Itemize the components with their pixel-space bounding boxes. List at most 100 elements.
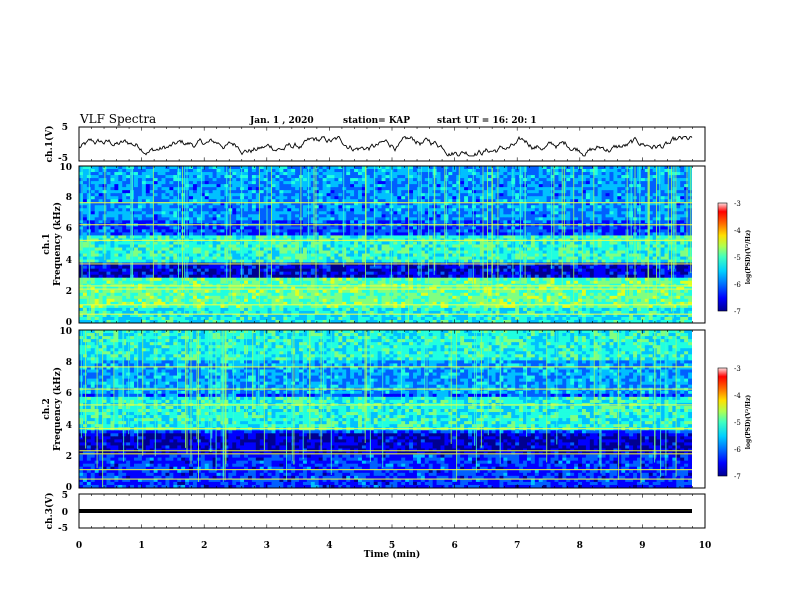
spectrogram-cell bbox=[322, 247, 327, 251]
spectrogram-cell bbox=[287, 253, 292, 257]
spectrogram-cell bbox=[204, 178, 210, 182]
spectrogram-cell bbox=[255, 205, 261, 209]
spectrogram-cell bbox=[98, 190, 103, 194]
spectrogram-cell bbox=[244, 172, 249, 176]
spectrogram-cell bbox=[530, 220, 536, 224]
spectrogram-cell bbox=[310, 172, 316, 176]
spectrogram-cell bbox=[134, 211, 139, 215]
spectrogram-cell bbox=[507, 166, 512, 170]
spectrogram-cell bbox=[542, 181, 548, 185]
spectrogram-cell bbox=[475, 253, 481, 257]
spectrogram-cell bbox=[684, 169, 689, 173]
spectrogram-cell bbox=[636, 253, 642, 257]
spectrogram-cell bbox=[605, 256, 610, 260]
spectrogram-cell bbox=[161, 220, 166, 224]
spectrogram-cell bbox=[310, 235, 316, 239]
spectrogram-cell bbox=[676, 205, 681, 209]
spectrogram-cell bbox=[464, 253, 469, 257]
spectrogram-cell bbox=[519, 187, 524, 191]
spectrogram-cell bbox=[393, 241, 398, 245]
spectrogram-cell bbox=[570, 244, 575, 248]
spectrogram-cell bbox=[636, 241, 642, 245]
spectrogram-cell bbox=[652, 187, 658, 191]
spectrogram-cell bbox=[648, 244, 654, 248]
spectrogram-cell bbox=[295, 184, 300, 188]
spectrogram-cell bbox=[173, 244, 178, 248]
spectrogram-cell bbox=[251, 256, 257, 260]
spectrogram-cell bbox=[310, 232, 316, 236]
spectrogram-cell bbox=[118, 208, 123, 212]
spectrogram-cell bbox=[177, 187, 182, 191]
spectrogram-cell bbox=[409, 217, 414, 221]
spectrogram-cell bbox=[94, 172, 100, 176]
spectrogram-cell bbox=[259, 214, 265, 218]
spectrogram-cell bbox=[157, 193, 162, 197]
spectrogram-cell bbox=[271, 235, 276, 239]
spectrogram-cell bbox=[574, 211, 579, 215]
spectrogram-cell bbox=[613, 202, 618, 206]
spectrogram-cell bbox=[79, 166, 84, 170]
spectrogram-cell bbox=[82, 250, 88, 254]
spectrogram-cell bbox=[534, 220, 540, 224]
spectrogram-cell bbox=[279, 193, 284, 197]
spectrogram-cell bbox=[526, 202, 532, 206]
spectrogram-cell bbox=[688, 220, 693, 224]
spectrogram-cell bbox=[259, 235, 265, 239]
spectrogram-cell bbox=[181, 187, 186, 191]
spectrogram-cell bbox=[240, 205, 245, 209]
spectrogram-cell bbox=[126, 232, 131, 236]
spectrogram-cell bbox=[94, 217, 100, 221]
spectrogram-cell bbox=[110, 217, 115, 221]
spectrogram-cell bbox=[369, 247, 375, 251]
spectrogram-cell bbox=[240, 178, 245, 182]
spectrogram-cell bbox=[648, 187, 654, 191]
spectrogram-cell bbox=[98, 211, 103, 215]
spectrogram-cell bbox=[318, 178, 324, 182]
spectrogram-cell bbox=[605, 235, 610, 239]
spectrogram-cell bbox=[204, 172, 210, 176]
spectrogram-cell bbox=[558, 241, 563, 245]
spectrogram-cell bbox=[295, 187, 300, 191]
spectrogram-cell bbox=[420, 202, 426, 206]
spectrogram-cell bbox=[94, 184, 100, 188]
spectrogram-cell bbox=[640, 250, 646, 254]
spectrogram-cell bbox=[479, 250, 485, 254]
spectrogram-cell bbox=[393, 202, 398, 206]
spectrogram-cell bbox=[377, 226, 382, 230]
spectrogram-cell bbox=[314, 199, 320, 203]
spectrogram-cell bbox=[381, 190, 386, 194]
spectrogram-cell bbox=[310, 244, 316, 248]
spectrogram-cell bbox=[397, 172, 402, 176]
spectrogram-cell bbox=[350, 220, 355, 224]
spectrogram-cell bbox=[664, 190, 669, 194]
spectrogram-cell bbox=[302, 253, 308, 257]
spectrogram-cell bbox=[267, 250, 272, 254]
spectrogram-cell bbox=[409, 214, 414, 218]
spectrogram-cell bbox=[322, 214, 327, 218]
spectrogram-cell bbox=[149, 175, 155, 179]
spectrogram-cell bbox=[318, 193, 324, 197]
spectrogram-cell bbox=[377, 181, 382, 185]
spectrogram-cell bbox=[342, 199, 347, 203]
spectrogram-cell bbox=[511, 253, 516, 257]
spectrogram-cell bbox=[338, 208, 343, 212]
spectrogram-cell bbox=[342, 214, 347, 218]
spectrogram-cell bbox=[354, 256, 359, 260]
spectrogram-cell bbox=[216, 190, 221, 194]
spectrogram-cell bbox=[499, 241, 504, 245]
spectrogram-cell bbox=[251, 226, 257, 230]
spectrogram-cell bbox=[546, 211, 551, 215]
spectrogram-cell bbox=[357, 247, 363, 251]
spectrogram-cell bbox=[440, 232, 445, 236]
spectrogram-cell bbox=[251, 208, 257, 212]
spectrogram-cell bbox=[636, 244, 642, 248]
spectrogram-cell bbox=[566, 211, 571, 215]
spectrogram-cell bbox=[220, 202, 225, 206]
spectrogram-cell bbox=[204, 169, 210, 173]
spectrogram-cell bbox=[656, 247, 661, 251]
spectrogram-cell bbox=[621, 190, 626, 194]
spectrogram-cell bbox=[295, 235, 300, 239]
spectrogram-cell bbox=[483, 244, 489, 248]
spectrogram-cell bbox=[526, 244, 532, 248]
spectrogram-cell bbox=[365, 187, 371, 191]
